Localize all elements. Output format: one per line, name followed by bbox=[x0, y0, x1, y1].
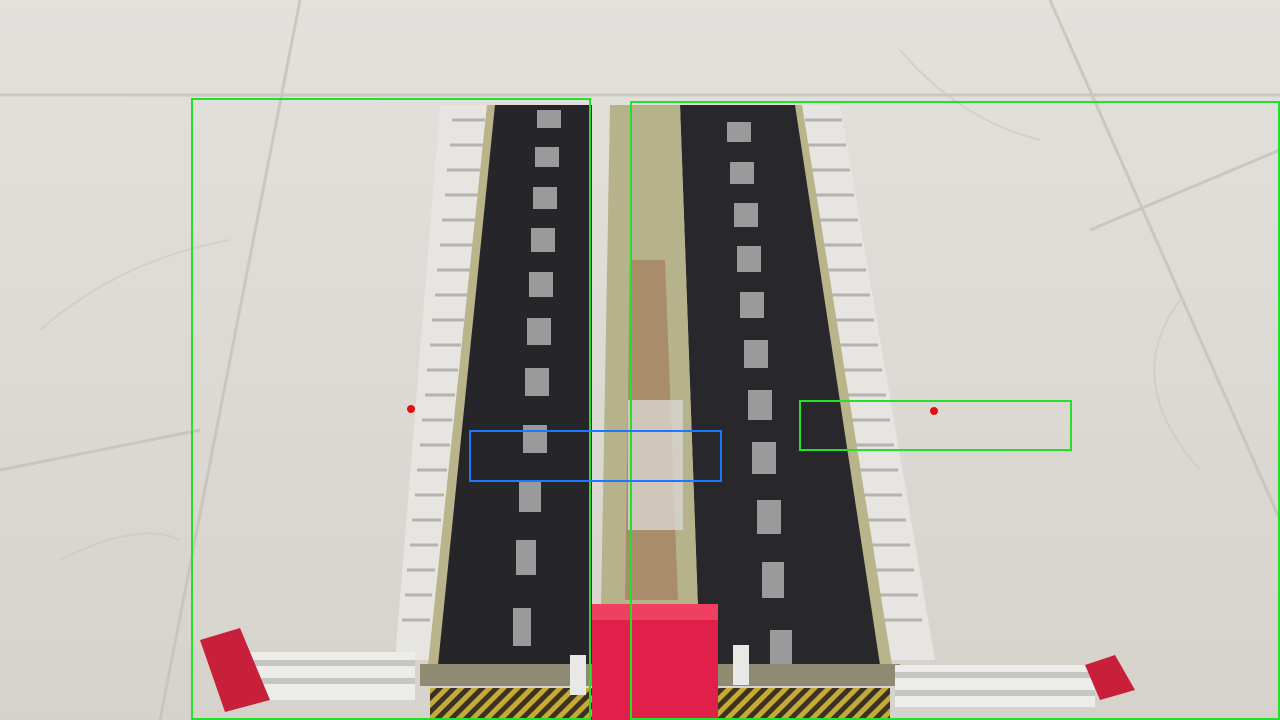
left-center-point bbox=[407, 405, 415, 413]
median-light-band bbox=[628, 400, 683, 530]
right-road bbox=[680, 105, 880, 665]
right-lane-dashes bbox=[727, 122, 792, 666]
red-block bbox=[592, 604, 718, 720]
left-barrier bbox=[200, 628, 415, 712]
right-fence bbox=[795, 105, 935, 660]
left-lane-dashes bbox=[513, 110, 561, 646]
left-curb bbox=[428, 105, 497, 665]
right-center-point bbox=[930, 407, 938, 415]
right-curb bbox=[792, 105, 892, 665]
left-fence bbox=[395, 105, 490, 660]
right-barrier bbox=[895, 655, 1135, 707]
red-block-shade bbox=[592, 604, 718, 620]
marble-veins bbox=[39, 49, 1201, 561]
post-right bbox=[733, 645, 749, 685]
post-left bbox=[570, 655, 586, 695]
